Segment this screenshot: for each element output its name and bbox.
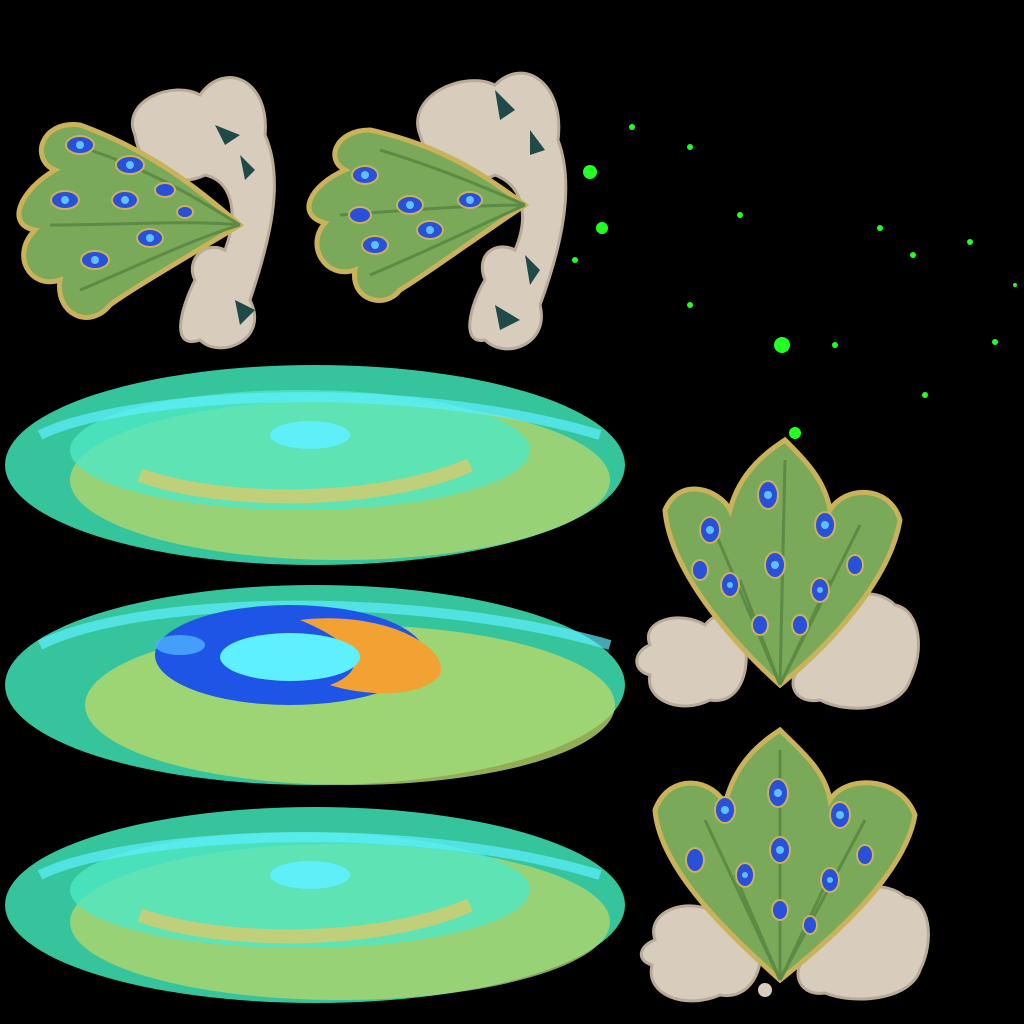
peacock-tail-cloud-left-a: [0, 40, 290, 360]
peacock-feather-icon: [640, 726, 930, 1003]
peacock-tail-cloud-front-a: [620, 430, 940, 730]
peacock-tail-cloud-left-b: [290, 55, 580, 355]
green-sparkles: [560, 110, 1020, 450]
peacock-feather-icon: [16, 76, 276, 350]
sparkle-icon: [572, 124, 1017, 439]
peacock-tail-cloud-front-b: [630, 725, 950, 1015]
peacock-feather-icon: [635, 436, 920, 710]
magic-circle-ring-1: [0, 355, 625, 570]
peacock-feather-icon: [306, 71, 568, 351]
magic-circle-ring-3: [0, 800, 625, 1010]
teal-glow-ring-icon: [5, 807, 625, 1003]
teal-glow-ring-icon: [5, 365, 625, 565]
magic-circle-ring-2: [0, 575, 625, 795]
teal-glow-ring-vortex-icon: [5, 585, 625, 785]
